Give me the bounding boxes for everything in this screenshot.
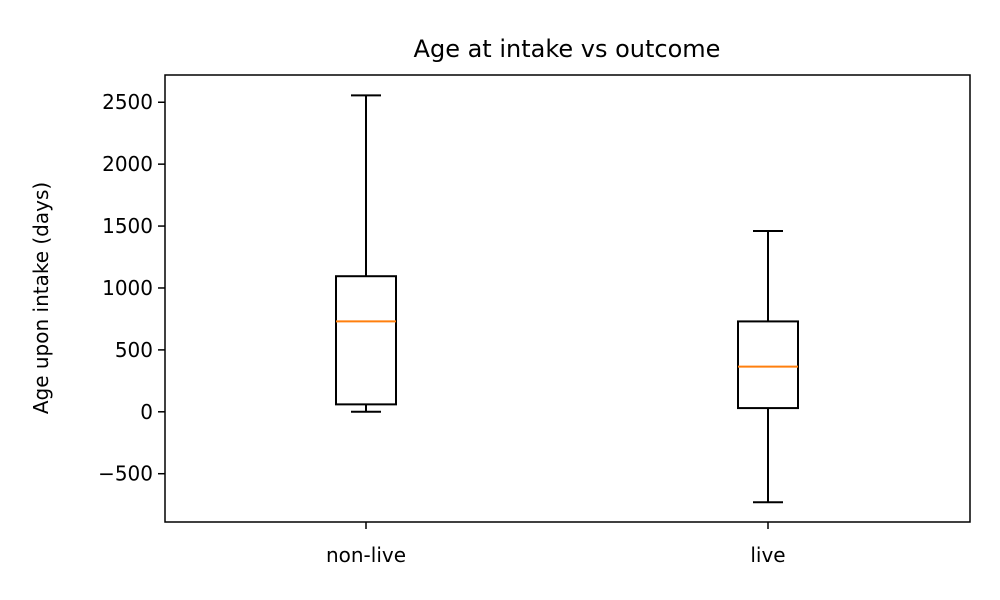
y-tick-label: 0: [140, 400, 153, 424]
box-iqr: [737, 320, 799, 410]
y-tick-label: 2000: [102, 152, 153, 176]
x-tick-label: live: [750, 543, 785, 567]
axes-frame: [164, 74, 971, 523]
y-axis-label: Age upon intake (days): [29, 182, 53, 414]
y-tick-label: −500: [98, 462, 153, 486]
box-iqr: [335, 275, 397, 406]
chart-title: Age at intake vs outcome: [414, 35, 721, 63]
y-tick-label: 1000: [102, 276, 153, 300]
y-tick-label: 500: [115, 338, 153, 362]
y-tick-label: 2500: [102, 90, 153, 114]
y-tick-label: 1500: [102, 214, 153, 238]
x-tick-label: non-live: [326, 543, 406, 567]
plot-area: −500 0 500 1000 1500 2000 2500 non-live live: [98, 90, 799, 567]
